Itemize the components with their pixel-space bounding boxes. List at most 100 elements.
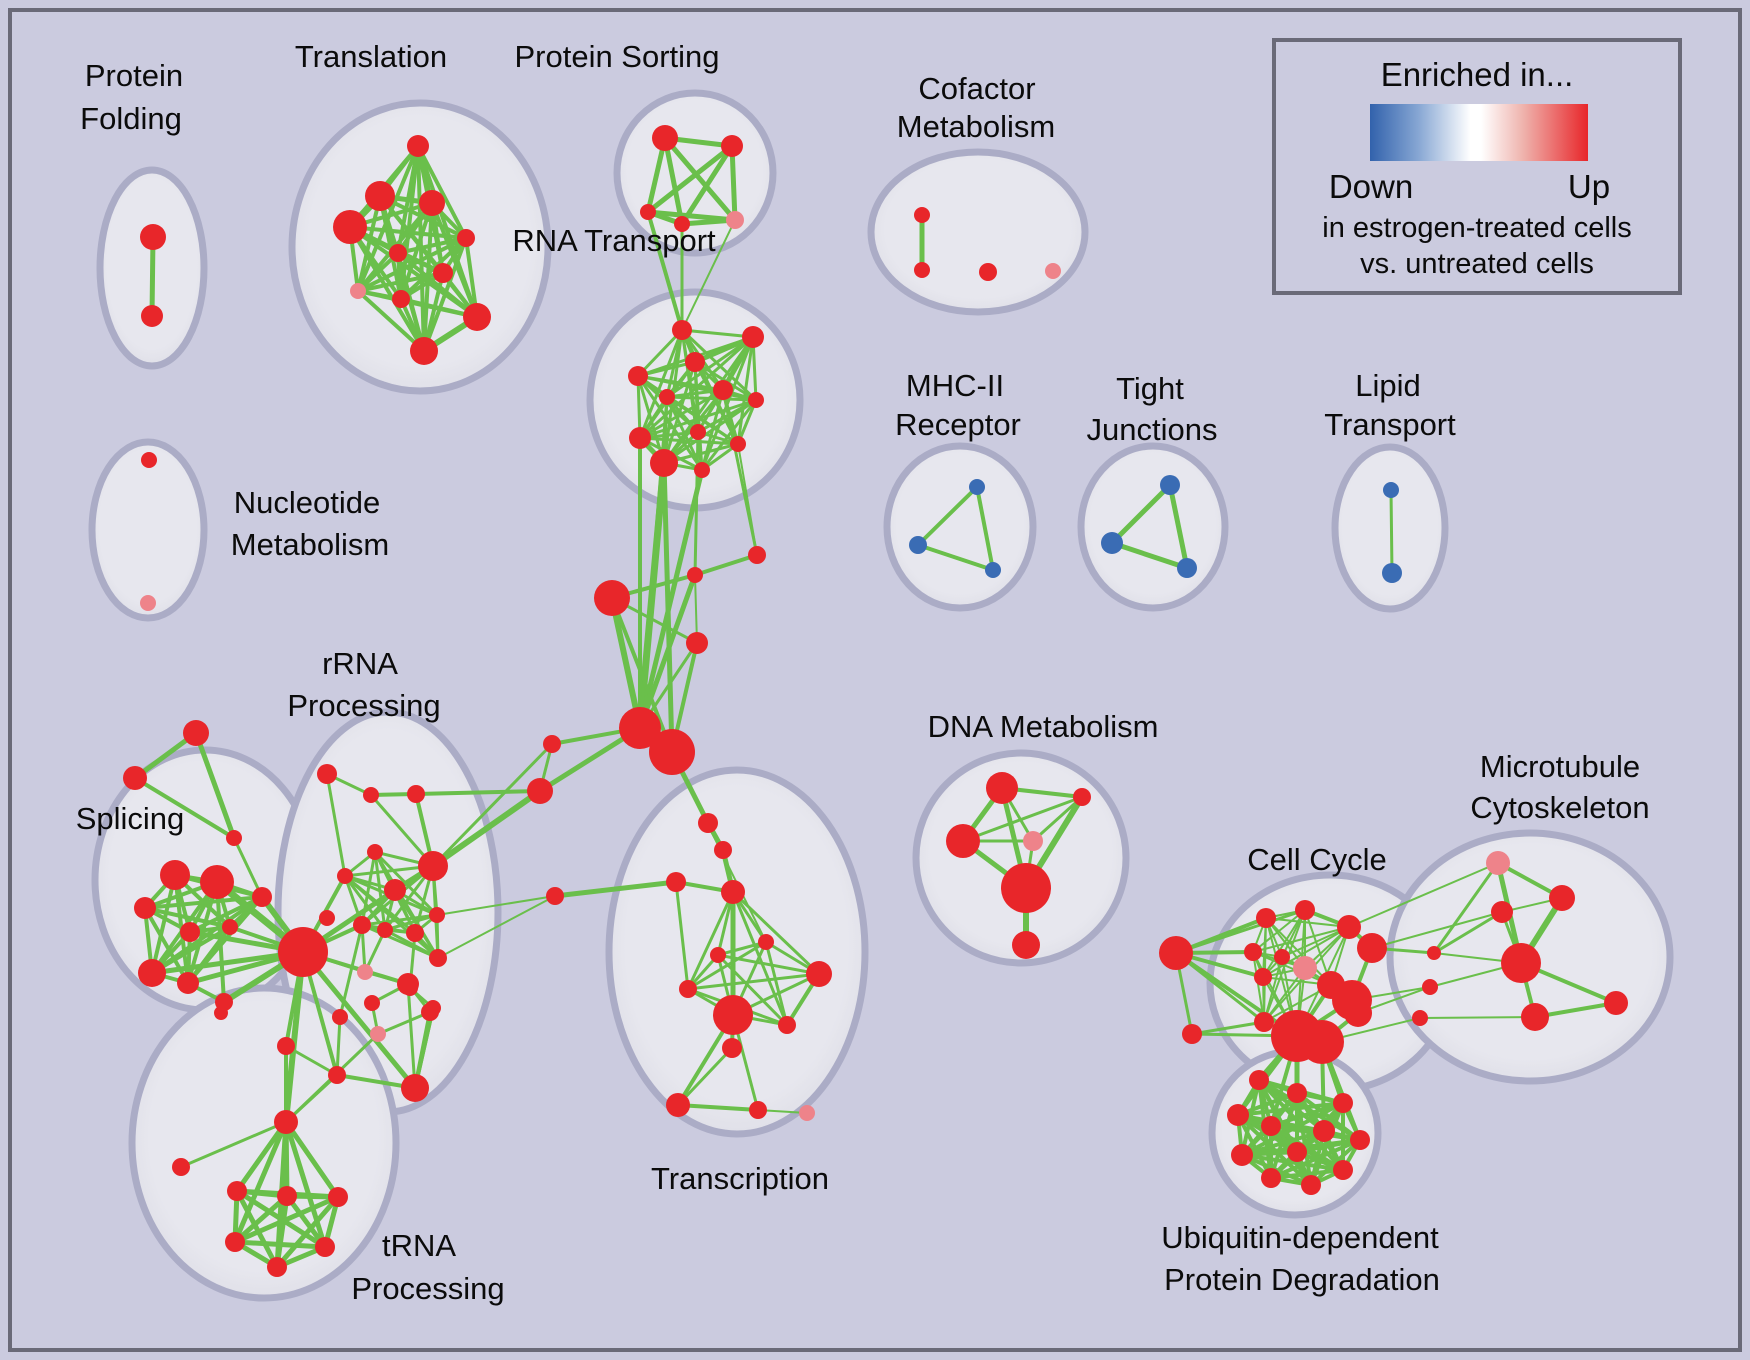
node-sp9[interactable] (252, 887, 272, 907)
node-rr4[interactable] (367, 844, 383, 860)
node-rt4[interactable] (628, 366, 648, 386)
node-rr21[interactable] (546, 887, 564, 905)
node-tx9[interactable] (713, 995, 753, 1035)
node-sp11[interactable] (138, 959, 166, 987)
node-rr1[interactable] (317, 764, 337, 784)
node-sp8[interactable] (222, 919, 238, 935)
node-mt7[interactable] (1427, 946, 1441, 960)
node-tx1[interactable] (698, 813, 718, 833)
node-cc15[interactable] (1357, 933, 1387, 963)
node-lp2[interactable] (1382, 563, 1402, 583)
node-mt3[interactable] (1491, 901, 1513, 923)
node-mt2[interactable] (1549, 885, 1575, 911)
node-cc3[interactable] (1256, 908, 1276, 928)
node-rt6[interactable] (713, 380, 733, 400)
node-mt5[interactable] (1521, 1003, 1549, 1031)
node-tm4[interactable] (421, 1003, 439, 1021)
node-rr7[interactable] (384, 879, 406, 901)
node-sp1[interactable] (183, 720, 209, 746)
node-rt3[interactable] (685, 352, 705, 372)
node-rr12[interactable] (429, 907, 445, 923)
node-mh2[interactable] (909, 536, 927, 554)
node-cc14[interactable] (1300, 1020, 1344, 1064)
node-tj1[interactable] (1160, 475, 1180, 495)
node-cn7[interactable] (543, 735, 561, 753)
node-cc6[interactable] (1244, 943, 1262, 961)
node-dm5[interactable] (1001, 863, 1051, 913)
node-tx8[interactable] (679, 980, 697, 998)
node-tx5[interactable] (758, 934, 774, 950)
node-cc8[interactable] (1293, 956, 1317, 980)
node-rr20[interactable] (401, 1074, 429, 1102)
node-rt2[interactable] (742, 326, 764, 348)
node-ub1[interactable] (1249, 1070, 1269, 1090)
node-nm1[interactable] (141, 452, 157, 468)
node-dm4[interactable] (1023, 831, 1043, 851)
node-rr17[interactable] (332, 1009, 348, 1025)
node-sp7[interactable] (180, 922, 200, 942)
node-rr11[interactable] (406, 924, 424, 942)
node-sp14[interactable] (214, 1006, 228, 1020)
node-mh1[interactable] (969, 479, 985, 495)
node-dm6[interactable] (1012, 931, 1040, 959)
node-tx2[interactable] (714, 841, 732, 859)
node-t4[interactable] (419, 190, 445, 216)
node-tx3[interactable] (666, 872, 686, 892)
node-pf2[interactable] (141, 305, 163, 327)
node-ub10[interactable] (1261, 1168, 1281, 1188)
node-cf3[interactable] (979, 263, 997, 281)
node-sp6[interactable] (134, 897, 156, 919)
node-tx4[interactable] (721, 880, 745, 904)
node-sp12[interactable] (177, 972, 199, 994)
node-rr10[interactable] (377, 922, 393, 938)
node-ub2[interactable] (1287, 1083, 1307, 1103)
node-ub11[interactable] (1301, 1175, 1321, 1195)
node-tx7[interactable] (806, 961, 832, 987)
node-cc9[interactable] (1254, 968, 1272, 986)
node-ub4[interactable] (1227, 1104, 1249, 1126)
node-t1[interactable] (407, 135, 429, 157)
node-rr18[interactable] (277, 1037, 295, 1055)
node-rr6[interactable] (418, 851, 448, 881)
node-mt8[interactable] (1422, 979, 1438, 995)
node-dm1[interactable] (986, 772, 1018, 804)
node-ub5[interactable] (1261, 1116, 1281, 1136)
node-rt8[interactable] (690, 424, 706, 440)
node-t5[interactable] (457, 229, 475, 247)
node-ub8[interactable] (1231, 1144, 1253, 1166)
node-cn6[interactable] (686, 632, 708, 654)
node-cc7[interactable] (1274, 949, 1290, 965)
node-tr1[interactable] (172, 1158, 190, 1176)
node-rt9[interactable] (629, 427, 651, 449)
node-tm2[interactable] (397, 973, 419, 995)
node-rr3[interactable] (407, 785, 425, 803)
node-ps2[interactable] (721, 135, 743, 157)
node-cn2[interactable] (748, 546, 766, 564)
node-tx14[interactable] (799, 1105, 815, 1121)
node-rt10[interactable] (730, 436, 746, 452)
node-t6[interactable] (389, 244, 407, 262)
node-rt1[interactable] (672, 320, 692, 340)
node-cc5[interactable] (1337, 915, 1361, 939)
node-tr4[interactable] (328, 1187, 348, 1207)
node-sp10[interactable] (278, 927, 328, 977)
node-mt4[interactable] (1501, 943, 1541, 983)
node-tj3[interactable] (1177, 558, 1197, 578)
node-t8[interactable] (350, 283, 366, 299)
node-tr3[interactable] (277, 1186, 297, 1206)
node-ub3[interactable] (1333, 1093, 1353, 1113)
node-dm2[interactable] (1073, 788, 1091, 806)
node-t3[interactable] (333, 210, 367, 244)
node-t9[interactable] (392, 290, 410, 308)
node-tx13[interactable] (749, 1101, 767, 1119)
node-sp2[interactable] (123, 766, 147, 790)
node-ps3[interactable] (640, 204, 656, 220)
node-rr8[interactable] (319, 910, 335, 926)
node-tr6[interactable] (315, 1237, 335, 1257)
node-ub7[interactable] (1350, 1130, 1370, 1150)
node-cn3[interactable] (594, 580, 630, 616)
node-ps5[interactable] (726, 211, 744, 229)
node-tx10[interactable] (778, 1016, 796, 1034)
node-cc1[interactable] (1159, 936, 1193, 970)
node-ps4[interactable] (674, 216, 690, 232)
